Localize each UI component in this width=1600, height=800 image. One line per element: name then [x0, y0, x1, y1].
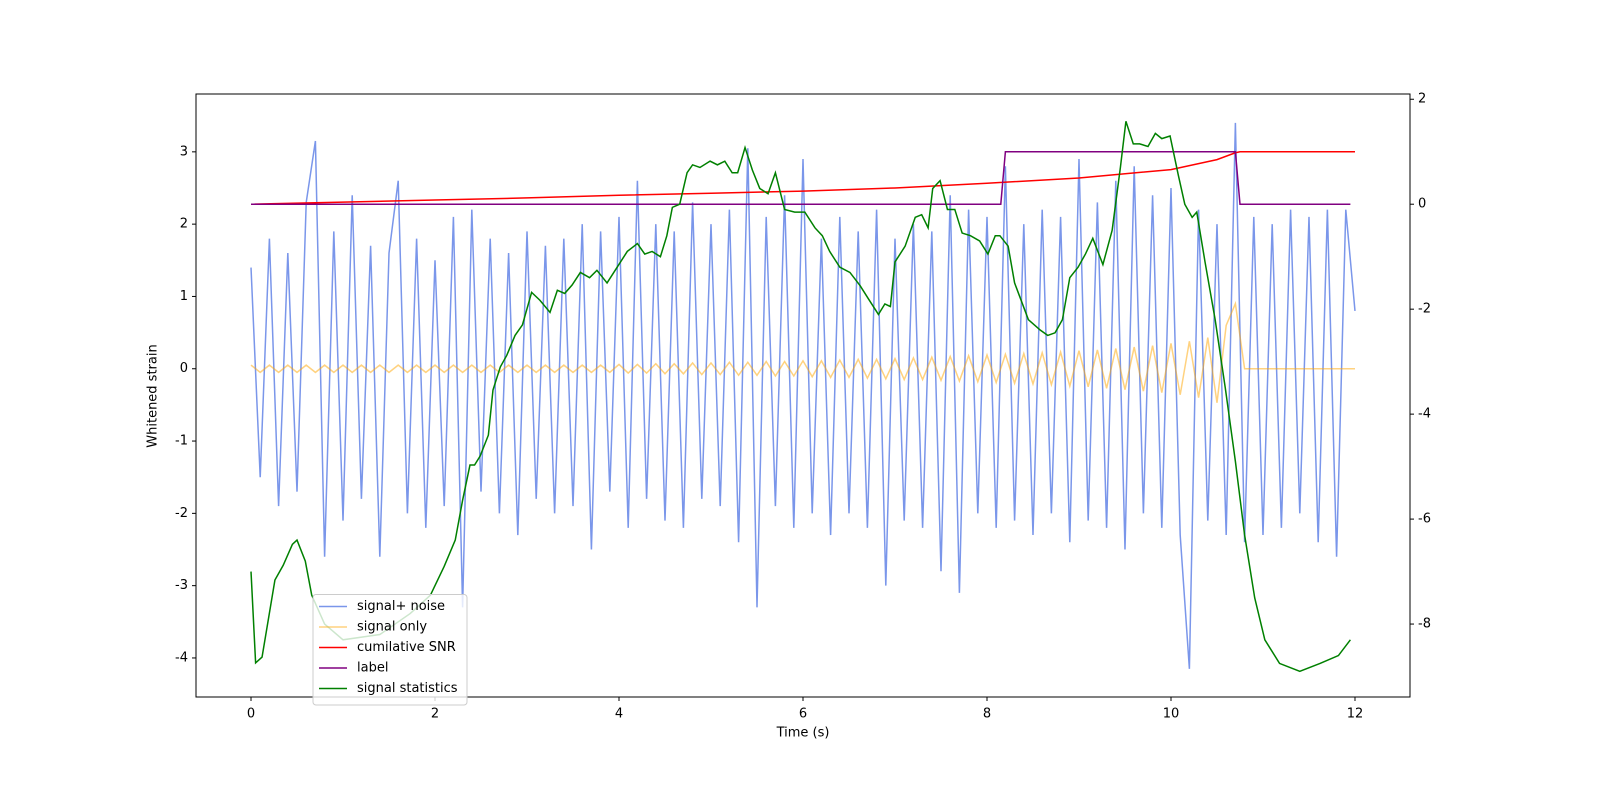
x-tick-label: 2 [431, 707, 439, 722]
y2-tick-label: -2 [1418, 302, 1431, 317]
y2-tick-label: 2 [1418, 92, 1426, 107]
series-line [250, 121, 1351, 673]
legend-box [312, 594, 468, 706]
x-tick-label: 8 [983, 707, 991, 722]
legend-label: cumilative SNR [357, 640, 456, 655]
series-line [250, 300, 1355, 403]
x-tick-label: 4 [615, 707, 623, 722]
y-tick-label: -4 [175, 650, 188, 665]
y-tick-label: -2 [175, 506, 188, 521]
y-tick-label: 1 [180, 289, 188, 304]
x-axis-label: Time (s) [776, 726, 830, 741]
y2-tick-label: -8 [1418, 617, 1431, 632]
series-line [250, 150, 1355, 205]
x-tick-label: 0 [247, 707, 255, 722]
x-tick-label: 6 [799, 707, 807, 722]
y-tick-label: 2 [180, 217, 188, 232]
y2-tick-label: 0 [1418, 197, 1426, 212]
series-line [250, 122, 1356, 669]
y-tick-label: -3 [175, 578, 188, 593]
legend: signal+ noise signal only cumilative SNR la… [312, 594, 468, 706]
x-tick-label: 10 [1163, 707, 1180, 722]
y-axis-label: Whitened strain [146, 344, 161, 447]
series-line [251, 150, 1351, 205]
legend-label: label [357, 661, 388, 676]
legend-label: signal only [357, 620, 427, 635]
y-tick-label: -1 [175, 434, 188, 449]
y2-tick-label: -6 [1418, 512, 1431, 527]
legend-label: signal statistics [357, 681, 458, 696]
x-tick-label: 12 [1347, 707, 1364, 722]
y-tick-label: 0 [180, 361, 188, 376]
y2-tick-label: -4 [1418, 407, 1431, 422]
legend-label: signal+ noise [357, 599, 445, 614]
y-tick-label: 3 [180, 144, 188, 159]
